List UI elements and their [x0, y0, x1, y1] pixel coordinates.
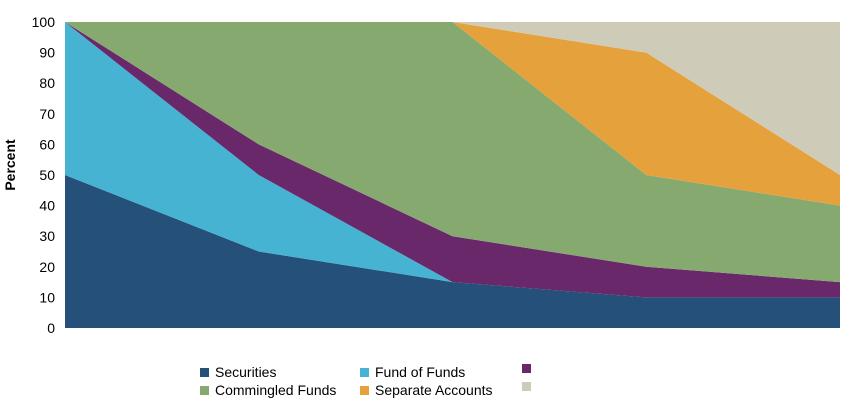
legend: Securities Fund of Funds Commingled Funds S…: [200, 364, 800, 404]
y-tick-label: 70: [39, 106, 55, 122]
y-tick-label: 10: [39, 289, 55, 305]
area-series-4: [65, 22, 840, 283]
y-tick-label: 0: [47, 320, 55, 336]
area-series-3: [65, 22, 840, 298]
legend-item: Separate Accounts: [360, 382, 493, 398]
legend-label: Separate Accounts: [375, 382, 493, 398]
y-tick-label: 100: [32, 14, 56, 30]
y-tick-label: 60: [39, 136, 55, 152]
y-axis-label: Percent: [2, 139, 18, 191]
area-layer: [65, 22, 840, 328]
legend-swatch: [522, 364, 531, 373]
legend-swatch: [522, 382, 531, 391]
legend-swatch: [360, 385, 369, 395]
legend-swatch: [360, 367, 369, 377]
legend-label: Commingled Funds: [215, 382, 337, 398]
y-tick-label: 20: [39, 259, 55, 275]
area-series-5: [65, 22, 840, 206]
legend-item: Commingled Funds: [200, 382, 336, 398]
legend-label: Fund of Funds: [375, 364, 466, 380]
legend-swatch: [200, 367, 209, 377]
area-series-2: [65, 22, 840, 298]
legend-item: Fund of Funds: [360, 364, 465, 380]
area-series-1: [65, 175, 840, 328]
legend-swatch: [200, 385, 209, 395]
legend-label: Securities: [215, 364, 277, 380]
y-tick-label: 40: [39, 198, 55, 214]
y-tick-label: 30: [39, 228, 55, 244]
area-series-6: [65, 22, 840, 175]
legend-item: [522, 364, 537, 373]
y-tick-label: 50: [39, 167, 55, 183]
y-tick-label: 90: [39, 45, 55, 61]
legend-item: Securities: [200, 364, 276, 380]
y-axis: 0 10 20 30 40 50 60 70 80 90 100: [32, 14, 56, 336]
legend-item: [522, 382, 537, 391]
y-tick-label: 80: [39, 75, 55, 91]
